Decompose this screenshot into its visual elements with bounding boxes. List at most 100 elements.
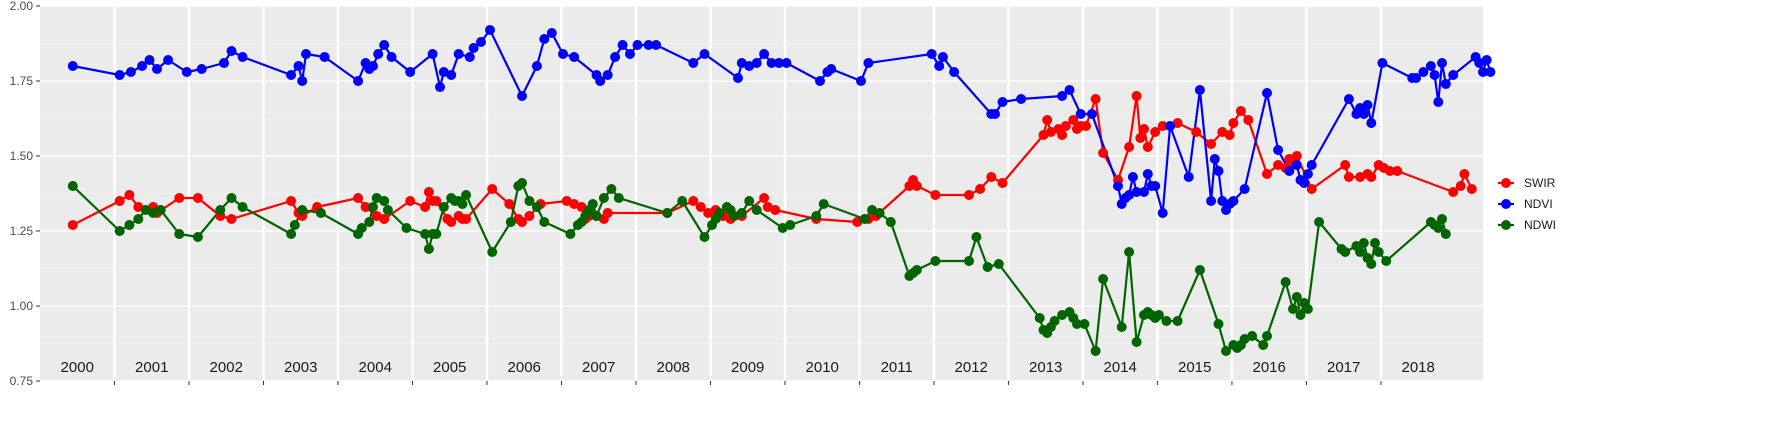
data-point-ndvi xyxy=(163,55,174,65)
data-point-ndvi xyxy=(617,40,628,50)
year-label: 2009 xyxy=(731,359,764,376)
data-point-swir xyxy=(1098,148,1109,158)
data-point-ndvi xyxy=(237,52,248,62)
data-point-ndvi xyxy=(1273,145,1284,155)
data-point-ndwi xyxy=(971,232,982,242)
data-point-swir xyxy=(371,211,382,221)
data-point-swir xyxy=(405,196,416,206)
data-point-ndwi xyxy=(1079,319,1090,329)
data-point-ndvi xyxy=(293,61,304,71)
data-point-ndwi xyxy=(524,196,535,206)
data-point-ndwi xyxy=(1366,259,1377,269)
data-point-ndvi xyxy=(759,49,770,59)
data-point-swir xyxy=(1057,130,1068,140)
data-point-swir xyxy=(1466,184,1477,194)
year-label: 2014 xyxy=(1104,359,1137,376)
data-point-ndwi xyxy=(1373,247,1384,257)
data-point-ndwi xyxy=(148,208,159,218)
data-point-swir xyxy=(1392,166,1403,176)
data-point-ndvi xyxy=(464,52,475,62)
data-point-ndvi xyxy=(1113,181,1123,191)
data-point-ndvi xyxy=(1183,172,1194,182)
data-point-ndvi xyxy=(926,49,937,59)
data-point-ndwi xyxy=(487,247,498,257)
data-point-ndvi xyxy=(699,49,710,59)
data-point-ndvi xyxy=(125,67,136,77)
data-point-ndvi xyxy=(632,40,643,50)
data-point-ndwi xyxy=(1355,247,1366,257)
data-point-ndvi xyxy=(863,58,874,68)
data-point-ndwi xyxy=(744,196,755,206)
data-point-swir xyxy=(1060,121,1071,131)
data-point-ndwi xyxy=(729,211,740,221)
data-point-ndvi xyxy=(297,76,308,86)
data-point-ndwi xyxy=(368,202,378,212)
legend-key-point xyxy=(1501,178,1511,188)
data-point-ndvi xyxy=(856,76,866,86)
data-point-ndvi xyxy=(435,82,445,92)
data-point-swir xyxy=(286,196,297,206)
data-point-swir xyxy=(1366,172,1377,182)
data-point-ndwi xyxy=(286,229,297,239)
data-point-ndwi xyxy=(226,193,237,203)
data-point-ndwi xyxy=(1116,322,1127,332)
year-label: 2007 xyxy=(582,359,615,376)
data-point-ndwi xyxy=(1370,238,1380,248)
data-point-ndwi xyxy=(1034,313,1045,323)
data-point-swir xyxy=(446,217,457,227)
data-point-ndvi xyxy=(546,28,557,38)
data-point-swir xyxy=(569,199,580,209)
data-point-swir xyxy=(524,211,535,221)
data-point-swir xyxy=(1090,94,1101,104)
data-point-ndwi xyxy=(174,229,185,239)
y-axis: 0.75 1.00 1.25 1.50 1.75 2.00 xyxy=(10,0,40,388)
data-point-swir xyxy=(1172,118,1183,128)
data-point-swir xyxy=(517,217,527,227)
data-point-ndvi xyxy=(1064,85,1075,95)
data-point-swir xyxy=(1206,139,1217,149)
data-point-ndvi xyxy=(1075,109,1086,119)
data-point-ndvi xyxy=(1291,160,1302,170)
data-point-ndvi xyxy=(1194,85,1205,95)
year-label: 2001 xyxy=(135,359,168,376)
data-point-ndvi xyxy=(1124,190,1135,200)
data-point-ndvi xyxy=(651,40,662,50)
data-point-swir xyxy=(360,202,371,212)
legend-key-point xyxy=(1501,220,1511,230)
year-label: 2003 xyxy=(284,359,317,376)
data-point-ndwi xyxy=(289,220,300,230)
data-point-ndvi xyxy=(144,55,155,65)
data-point-ndwi xyxy=(67,181,78,191)
data-point-ndvi xyxy=(196,64,207,74)
data-point-ndwi xyxy=(1381,256,1392,266)
data-point-ndvi xyxy=(1213,166,1224,176)
data-point-ndwi xyxy=(1291,292,1302,302)
data-point-ndvi xyxy=(688,58,699,68)
data-point-ndwi xyxy=(356,223,367,233)
data-point-ndvi xyxy=(368,61,378,71)
data-point-ndwi xyxy=(114,226,125,236)
data-point-swir xyxy=(1306,184,1317,194)
year-labels: 2000 2001 2002 2003 2004 2005 2006 2007 2008 2009… xyxy=(61,359,1435,376)
data-point-ndvi xyxy=(1485,67,1496,77)
data-point-ndwi xyxy=(1437,214,1447,224)
y-tick-label: 1.25 xyxy=(10,224,34,238)
data-point-ndvi xyxy=(531,61,542,71)
data-point-ndwi xyxy=(531,202,542,212)
data-point-ndvi xyxy=(1440,79,1451,89)
data-point-ndwi xyxy=(1280,277,1291,287)
data-point-ndwi xyxy=(539,217,550,227)
data-point-ndwi xyxy=(930,256,941,266)
data-point-ndvi xyxy=(1165,121,1176,131)
data-point-ndwi xyxy=(1213,319,1224,329)
data-point-ndwi xyxy=(1172,316,1183,326)
data-point-swir xyxy=(1191,127,1202,137)
data-point-ndvi xyxy=(1478,67,1488,77)
data-point-ndvi xyxy=(427,49,438,59)
data-point-swir xyxy=(1131,91,1142,101)
data-point-ndvi xyxy=(934,61,945,71)
year-label: 2018 xyxy=(1402,359,1435,376)
data-point-ndwi xyxy=(1098,274,1109,284)
data-point-ndwi xyxy=(993,259,1004,269)
data-point-ndvi xyxy=(558,49,568,59)
